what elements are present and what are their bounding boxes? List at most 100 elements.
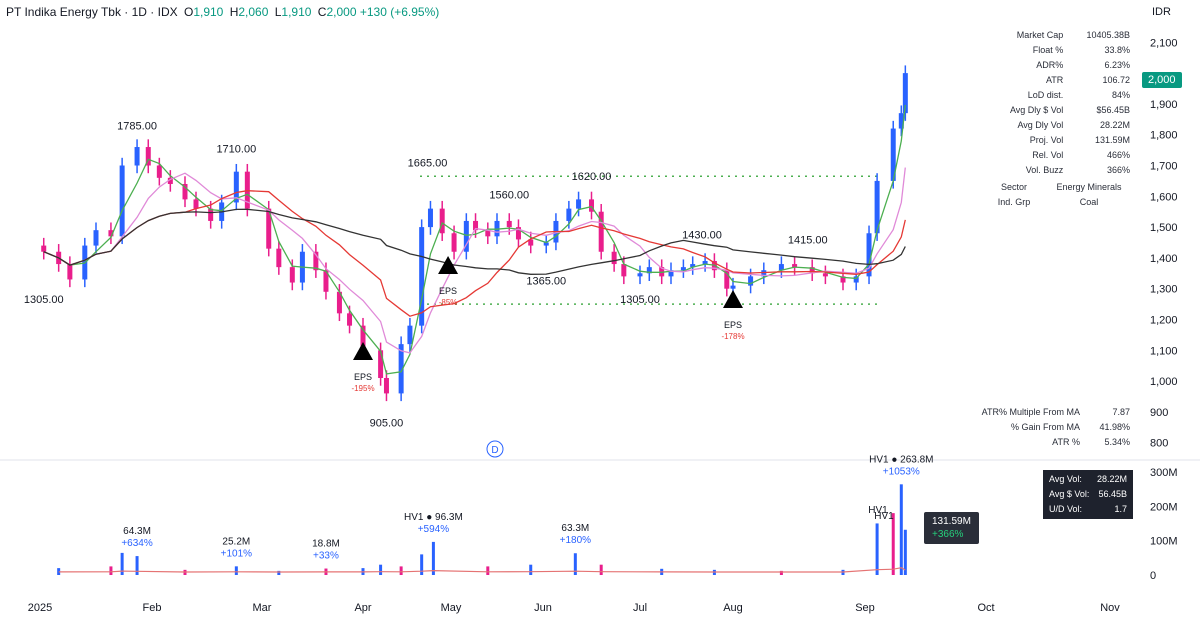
price-tick-label: 1,100 [1150,345,1178,357]
price-extreme-label: 1785.00 [117,120,157,132]
currency-label: IDR [1152,6,1171,18]
high-label: H [229,5,239,19]
stat-label: ATR % [1052,437,1080,447]
last-price-tag: 2,000 [1142,72,1182,88]
eps-triangle-icon[interactable] [353,342,373,360]
current-volume-value: 131.59M [932,516,971,527]
candle-body [890,128,896,181]
candle-body [668,270,674,277]
ma-stats-panel: ATR% Multiple From MA 7.87 % Gain From MA… [960,405,1130,450]
stat-value: 106.72 [1102,75,1130,85]
stat-label: Rel. Vol [1032,150,1064,160]
time-axis-label: May [441,602,462,614]
stat-value: 28.22M [1099,120,1130,130]
price-extreme-label: 1430.00 [682,230,722,242]
volbox-value: 28.22M [1096,474,1127,484]
price-tick-label: 900 [1150,407,1168,419]
price-extreme-label: 1710.00 [216,143,256,155]
close-value: 2,000 [326,5,357,19]
candle-body [145,147,151,166]
volume-ma-line [58,567,906,573]
volume-peak-pct: +634% [121,538,153,549]
industry-group-value: Coal [1079,197,1099,207]
candle-body [543,242,549,246]
sector-value: Energy Minerals [1056,182,1122,192]
stat-value: 366% [1106,165,1130,175]
price-tick-label: 800 [1150,438,1168,450]
time-axis-label: Nov [1100,602,1120,614]
price-tick-label: 2,100 [1150,37,1178,49]
time-axis-label: Sep [855,602,875,614]
volume-bar [899,484,903,575]
volume-tick-label: 200M [1150,501,1178,513]
candle-body [407,325,413,345]
stat-row: Market Cap 10405.38B [980,28,1130,43]
candle-body [323,270,329,292]
dividend-marker-label: D [491,445,498,456]
candle-body [451,233,457,252]
candle-body [576,199,582,209]
volume-peak-label: 63.3M [561,523,589,534]
stat-label: % Gain From MA [1010,422,1080,432]
volume-stats-box: Avg Vol: 28.22M Avg $ Vol: 56.45B U/D Vol:… [1043,470,1133,519]
candle-body [761,270,767,277]
candle-body [589,199,594,212]
price-tick-label: 1,800 [1150,130,1178,142]
dividend-marker-icon[interactable] [486,440,504,458]
candle-body [778,264,784,271]
volbox-value: 56.45B [1098,489,1127,499]
candle-body [266,208,272,249]
stat-label: Avg Dly $ Vol [1009,105,1064,115]
eps-label: EPS [724,320,742,330]
eps-pct-label: -195% [351,384,374,393]
candle-body [93,230,99,246]
volbox-value: 1.7 [1114,504,1127,514]
stat-label: ATR% Multiple From MA [981,407,1080,417]
stat-row: Avg Dly Vol 28.22M [980,118,1130,133]
volume-tick-label: 100M [1150,536,1178,548]
volume-peak-pct: +594% [418,524,450,535]
stat-row: Avg Dly $ Vol $56.45B [980,103,1130,118]
close-label: C [317,5,327,19]
price-tick-label: 1,300 [1150,284,1178,296]
volume-bar [277,570,281,575]
volume-bar [420,554,424,575]
time-axis-label: Feb [143,602,162,614]
candle-body [566,208,572,221]
price-extreme-label: 1305.00 [24,294,64,306]
stat-value: 84% [1111,90,1130,100]
candle-body [866,233,872,277]
eps-triangle-icon[interactable] [438,256,459,274]
price-extreme-label: 905.00 [370,417,404,429]
candle-body [439,208,445,234]
price-extreme-label: 1365.00 [526,276,566,288]
volume-bar [399,566,403,575]
volume-bar [109,566,113,575]
candle-body [233,171,239,203]
candle-body [336,291,342,314]
volume-tick-label: 0 [1150,570,1156,582]
volbox-label: U/D Vol: [1049,504,1083,514]
ma-red-line [43,190,906,317]
candle-body [809,267,815,274]
volbox-label: Avg Vol: [1049,474,1082,484]
volume-bar [431,541,435,575]
volume-bar [903,529,907,575]
volume-peak-label: 64.3M [123,526,151,537]
eps-triangle-icon[interactable] [723,290,743,308]
candle-body [383,378,389,394]
stat-value: 41.98% [1099,422,1130,432]
stat-row: Float % 33.8% [980,43,1130,58]
volume-bar [486,566,490,575]
volume-bar [379,564,383,575]
stat-value: 131.59M [1094,135,1130,145]
stat-label: ATR [1045,75,1064,85]
price-extreme-label: 1620.00 [572,171,612,183]
candle-body [898,113,904,129]
stat-value: $56.45B [1096,105,1130,115]
candle-body [702,260,708,265]
candle-body [67,264,73,280]
time-axis-label: 2025 [28,602,52,614]
candle-body [360,325,366,351]
